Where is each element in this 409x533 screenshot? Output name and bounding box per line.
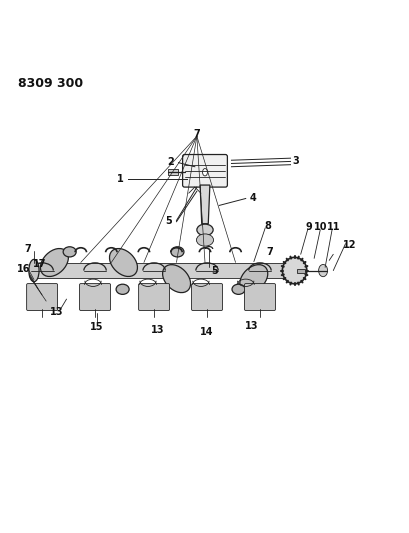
- Ellipse shape: [29, 260, 39, 282]
- Text: 5: 5: [211, 266, 217, 277]
- Text: 9: 9: [305, 222, 312, 232]
- FancyBboxPatch shape: [244, 284, 275, 311]
- Text: 13: 13: [151, 325, 164, 335]
- Text: 16: 16: [17, 264, 30, 274]
- Text: 10: 10: [314, 222, 327, 232]
- Ellipse shape: [282, 257, 306, 284]
- Text: 15: 15: [89, 322, 103, 332]
- Ellipse shape: [116, 284, 129, 294]
- Text: 11: 11: [326, 222, 339, 232]
- FancyBboxPatch shape: [182, 155, 227, 187]
- Text: 1: 1: [117, 174, 123, 184]
- Ellipse shape: [63, 247, 76, 257]
- Text: 13: 13: [49, 307, 63, 317]
- Text: 4: 4: [249, 193, 256, 204]
- Text: 3: 3: [292, 157, 299, 166]
- Ellipse shape: [231, 284, 245, 294]
- FancyBboxPatch shape: [191, 284, 222, 311]
- Text: 8: 8: [264, 221, 271, 231]
- Ellipse shape: [196, 224, 213, 236]
- Text: 8309 300: 8309 300: [18, 77, 83, 90]
- Bar: [167, 169, 177, 175]
- Ellipse shape: [162, 265, 190, 293]
- Text: 14: 14: [200, 327, 213, 337]
- Text: 2: 2: [167, 157, 174, 167]
- Ellipse shape: [40, 248, 68, 277]
- Text: 12: 12: [342, 240, 355, 250]
- Ellipse shape: [109, 248, 137, 277]
- Ellipse shape: [196, 234, 213, 246]
- Text: 7: 7: [266, 247, 273, 257]
- Bar: [296, 269, 304, 272]
- FancyBboxPatch shape: [138, 284, 169, 311]
- Ellipse shape: [318, 264, 327, 277]
- FancyBboxPatch shape: [79, 284, 110, 311]
- Polygon shape: [200, 185, 209, 224]
- FancyBboxPatch shape: [27, 284, 57, 311]
- Ellipse shape: [239, 265, 267, 293]
- Text: 17: 17: [33, 259, 47, 269]
- Text: 13: 13: [245, 320, 258, 330]
- Text: 7: 7: [25, 245, 31, 254]
- Text: 7: 7: [193, 129, 200, 139]
- Ellipse shape: [202, 168, 207, 176]
- Ellipse shape: [171, 247, 184, 257]
- Text: 5: 5: [165, 216, 172, 226]
- Bar: [34, 263, 294, 278]
